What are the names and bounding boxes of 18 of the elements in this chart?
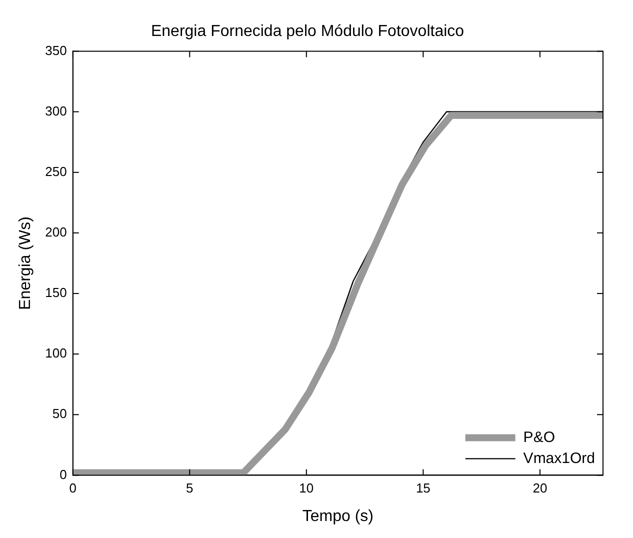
chart-title: Energia Fornecida pelo Módulo Fotovoltaico <box>150 23 464 40</box>
y-tick-label: 0 <box>60 466 67 482</box>
x-tick-label: 20 <box>532 480 548 496</box>
y-tick-label: 50 <box>52 406 67 422</box>
y-axis-title: Energia (Ws) <box>17 216 34 310</box>
x-tick-label: 15 <box>416 480 430 496</box>
legend-label: Vmax1Ord <box>523 450 596 467</box>
y-tick-label: 200 <box>45 224 67 240</box>
legend-label: P&O <box>523 428 555 446</box>
y-tick-label: 300 <box>45 103 67 118</box>
y-tick-label: 350 <box>45 42 67 58</box>
x-tick-label: 0 <box>69 480 77 496</box>
x-axis-title: Tempo (s) <box>302 508 374 525</box>
x-tick-label: 10 <box>299 480 314 496</box>
x-tick-label: 5 <box>186 480 194 496</box>
y-tick-label: 100 <box>45 346 67 361</box>
y-tick-label: 150 <box>45 285 67 300</box>
y-tick-label: 250 <box>45 164 67 179</box>
